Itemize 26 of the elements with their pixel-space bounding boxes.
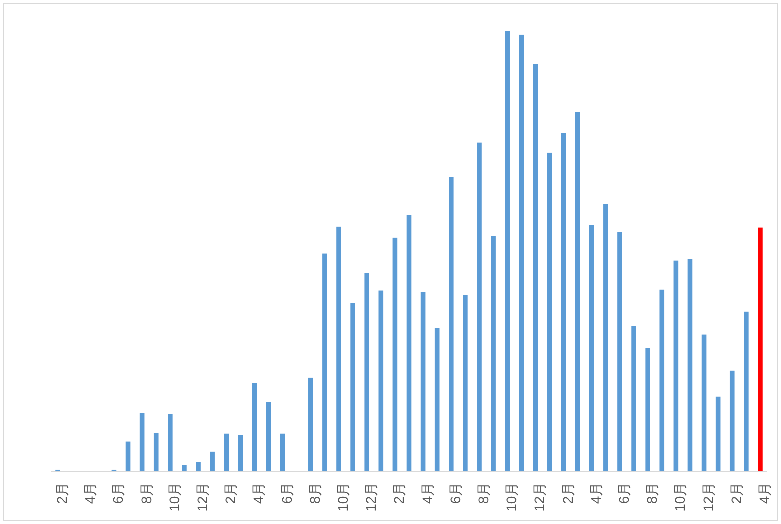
x-tick-label: 6月 xyxy=(447,482,464,504)
x-tick-label: 2月 xyxy=(391,482,408,504)
x-tick-label: 4月 xyxy=(588,482,604,504)
x-tick-label: 2月 xyxy=(728,482,744,504)
x-tick-label: 6月 xyxy=(616,482,632,504)
x-tick-label: 12月 xyxy=(363,482,380,512)
x-tick-label: 8月 xyxy=(306,482,323,504)
x-tick-label: 8月 xyxy=(475,482,492,504)
x-tick-label: 10月 xyxy=(504,482,520,512)
x-tick-label: 8月 xyxy=(644,482,660,504)
x-tick-label: 4月 xyxy=(82,482,98,504)
x-tick-label: 6月 xyxy=(110,482,126,504)
x-tick-label: 8月 xyxy=(138,482,154,504)
x-tick-label: 4月 xyxy=(250,482,267,504)
x-tick-label: 10月 xyxy=(335,482,352,512)
x-tick-label: 12月 xyxy=(194,482,211,512)
x-tick-label: 4月 xyxy=(419,482,436,504)
x-tick-label: 12月 xyxy=(532,482,548,512)
x-tick-label: 2月 xyxy=(222,482,239,504)
x-tick-label: 2月 xyxy=(560,482,576,504)
x-tick-label: 10月 xyxy=(672,482,688,512)
x-tick-label: 6月 xyxy=(278,482,295,504)
x-tick-label: 10月 xyxy=(166,482,182,512)
x-tick-label: 4月 xyxy=(756,482,772,504)
x-tick-label: 12月 xyxy=(700,482,716,512)
x-tick-label: 2月 xyxy=(54,482,70,504)
